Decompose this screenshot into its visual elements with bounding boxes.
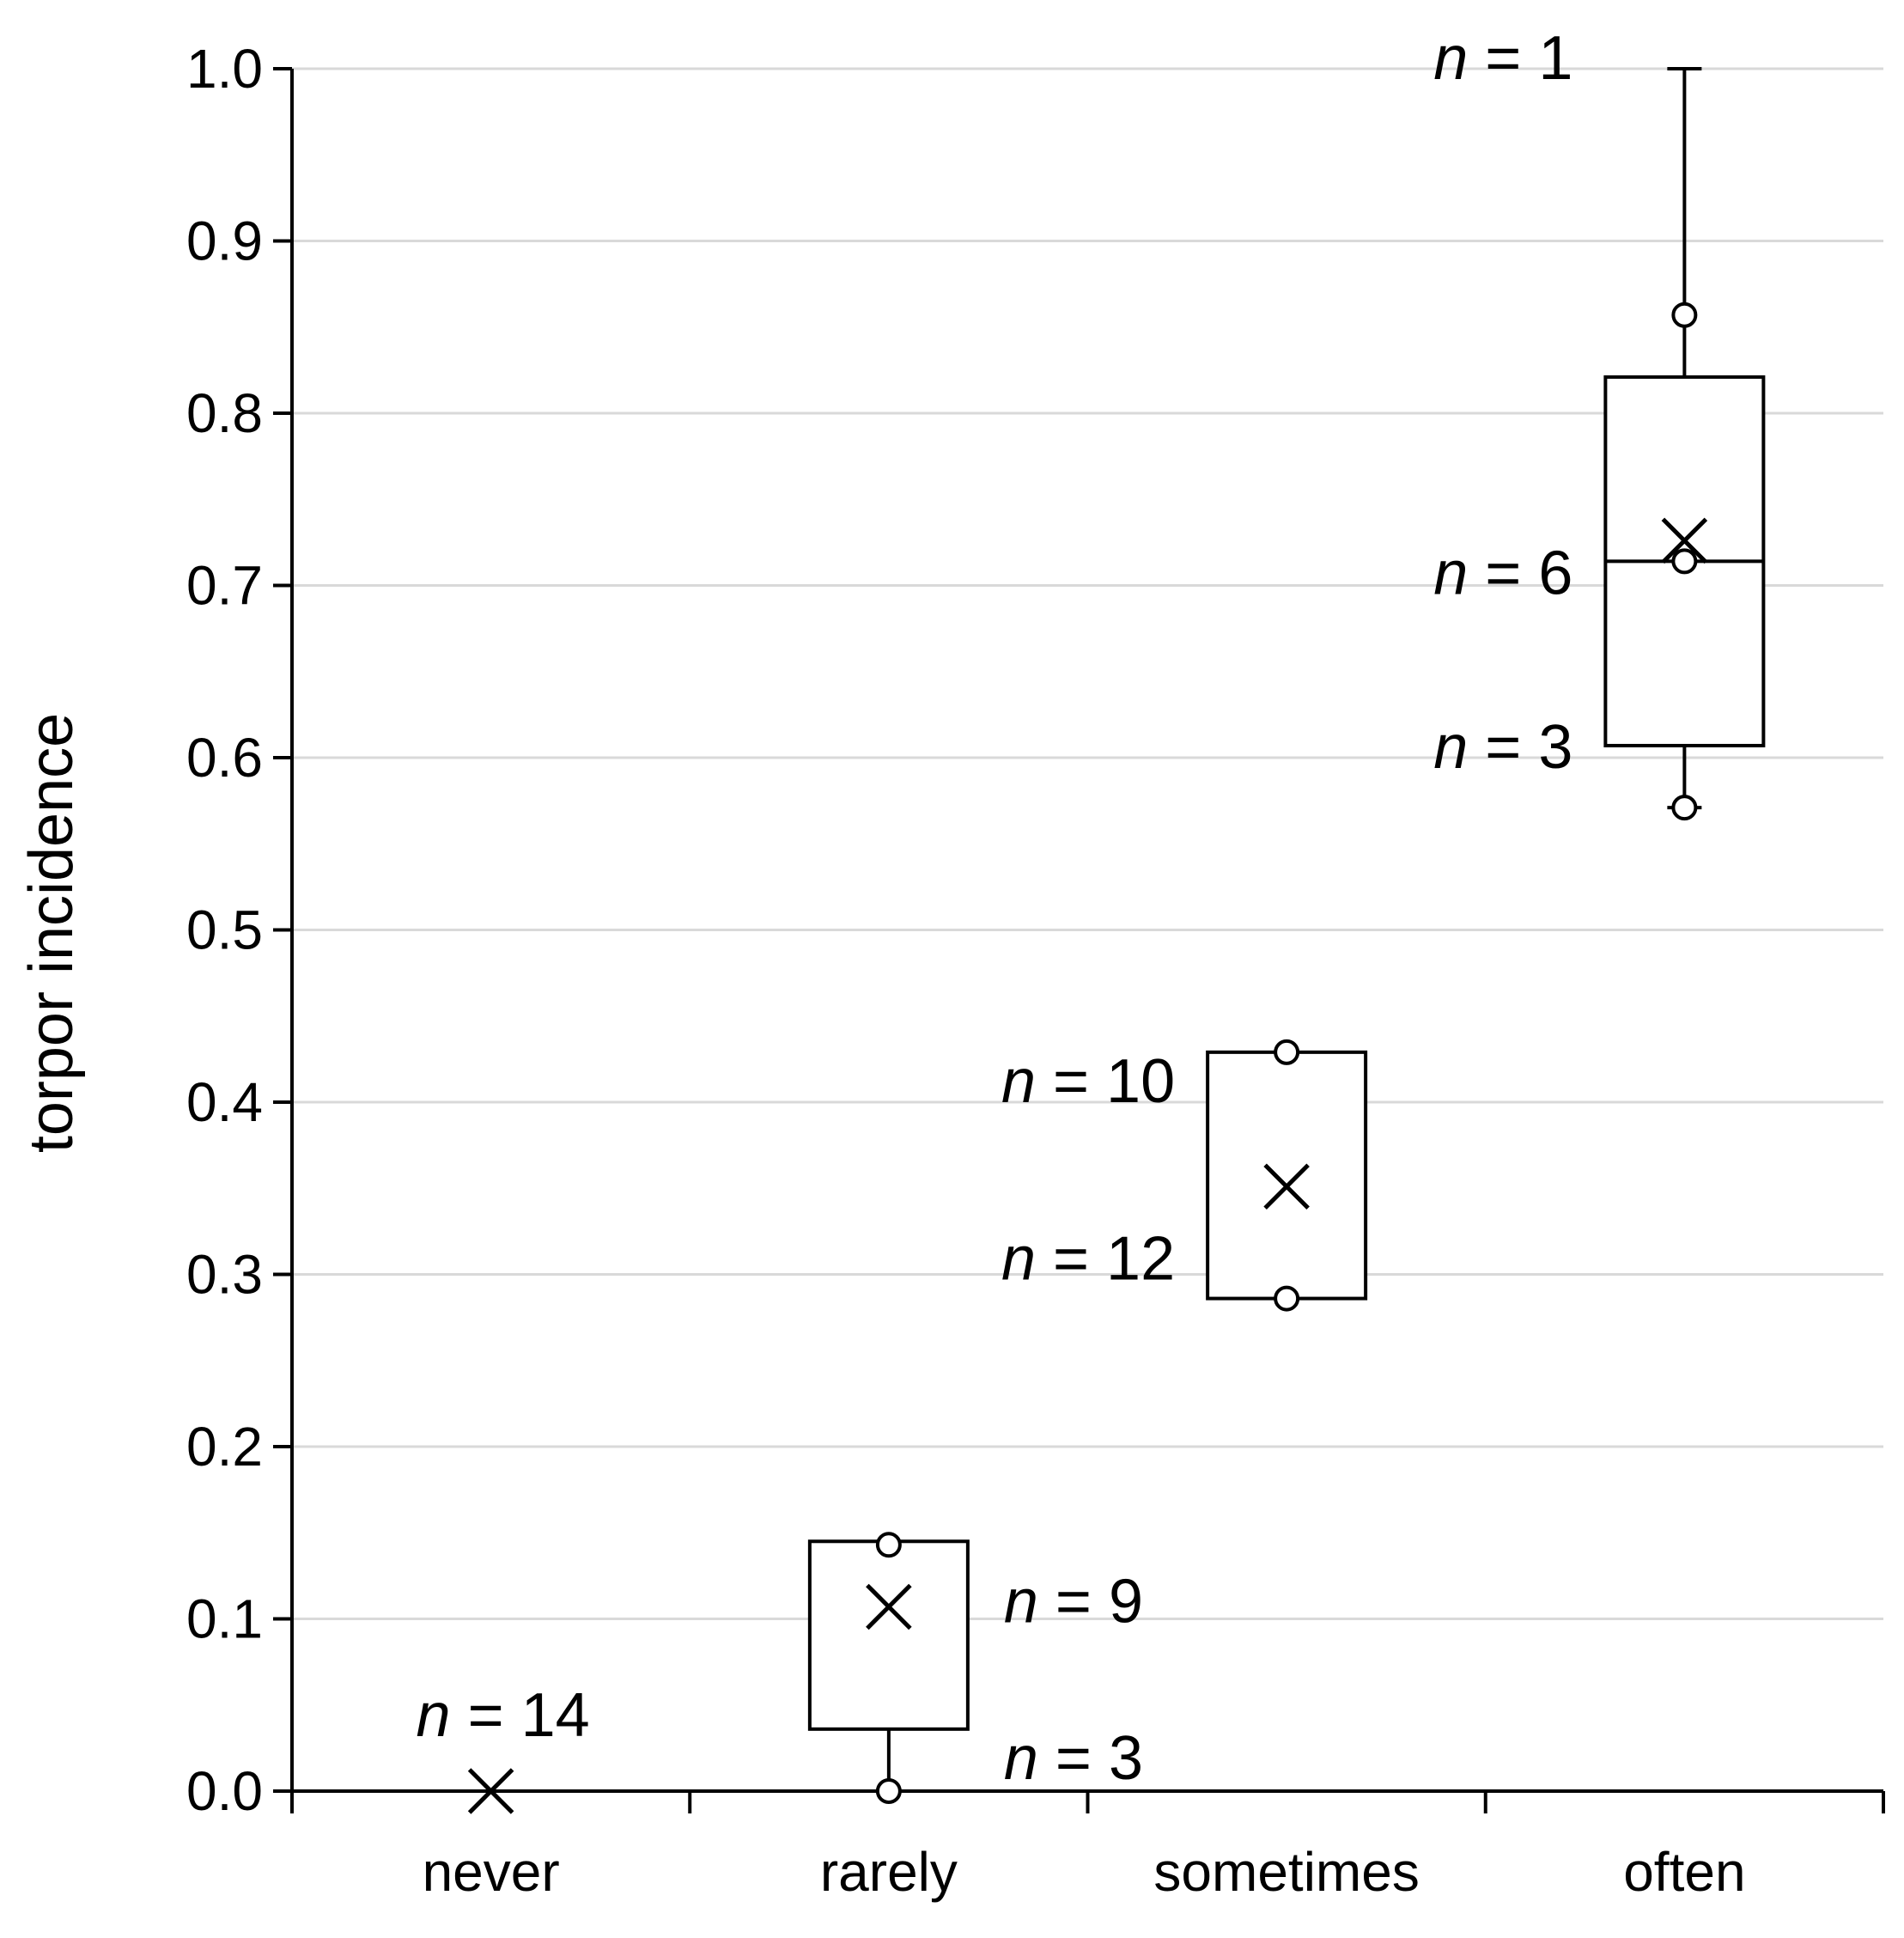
sample-size-label: n = 14 — [417, 1681, 590, 1750]
mean-marker — [1263, 1163, 1310, 1210]
data-point — [1274, 1285, 1300, 1312]
sample-size-label: n = 3 — [1004, 1724, 1143, 1793]
box-group-sometimes: n = 10 n = 12 — [1001, 1039, 1368, 1312]
y-tick-label: 0.1 — [186, 1588, 263, 1650]
data-point — [1671, 548, 1698, 575]
sample-size-label: n = 1 — [1433, 24, 1572, 93]
category-label: rarely — [820, 1841, 958, 1903]
category-label: sometimes — [1153, 1841, 1419, 1903]
category-label: never — [423, 1841, 560, 1903]
boxes: n = 14n = 9n = 3n = 10n = 12n = 1n = 6n … — [411, 24, 1766, 1814]
sample-size-label: n = 3 — [1433, 713, 1572, 782]
box-group-often: n = 1 n = 6 n = 3 — [1433, 24, 1766, 821]
y-tick-label: 0.5 — [186, 899, 263, 961]
data-point — [1274, 1039, 1300, 1065]
data-point — [875, 1778, 902, 1804]
gridlines — [292, 67, 1883, 1620]
box-group-rarely: n = 9 n = 3 — [807, 1532, 1143, 1804]
category-label: often — [1623, 1841, 1745, 1903]
y-tick-label: 0.4 — [186, 1071, 263, 1133]
sample-size-label: n = 6 — [1433, 539, 1572, 607]
mean-marker — [866, 1583, 912, 1630]
axes — [273, 67, 1885, 1813]
data-point — [875, 1532, 902, 1558]
sample-size-label: n = 9 — [1004, 1567, 1143, 1636]
category-labels: never rarely sometimes often — [423, 1841, 1746, 1903]
sample-size-label: n = 12 — [1001, 1224, 1175, 1293]
y-tick-labels: 0.0 0.1 0.2 0.3 0.4 0.5 0.6 0.7 0.8 0.9 1.0 — [186, 38, 263, 1822]
y-tick-label: 0.3 — [186, 1244, 263, 1306]
y-tick-label: 0.8 — [186, 382, 263, 444]
y-axis-title: torpor incidence — [17, 713, 86, 1153]
y-tick-label: 0.9 — [186, 210, 263, 272]
mean-marker — [467, 1768, 514, 1814]
box-iqr — [807, 1539, 970, 1731]
box-iqr — [1206, 1050, 1368, 1301]
mean-marker — [1661, 517, 1708, 564]
y-tick-label: 0.7 — [186, 555, 263, 617]
data-point — [1671, 302, 1698, 328]
y-tick-label: 0.0 — [186, 1760, 263, 1822]
y-tick-label: 0.2 — [186, 1416, 263, 1478]
sample-size-label: n = 10 — [1001, 1047, 1175, 1116]
y-tick-label: 0.6 — [186, 727, 263, 789]
data-point — [1671, 795, 1698, 821]
box-group-never: n = 14 — [411, 1681, 590, 1814]
y-tick-label: 1.0 — [186, 38, 263, 100]
